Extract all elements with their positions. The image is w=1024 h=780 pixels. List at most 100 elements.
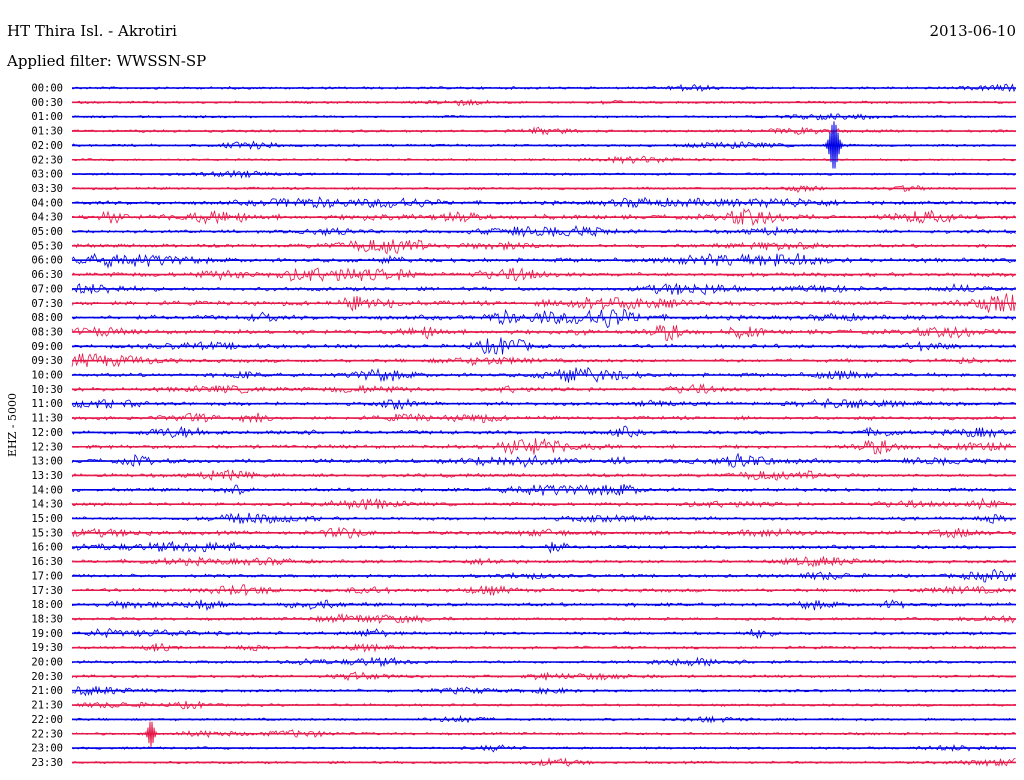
trace-waveform <box>71 412 1016 424</box>
row-label: 15:30 <box>31 527 63 539</box>
row-label: 01:30 <box>31 126 63 138</box>
row-label: 19:00 <box>31 628 63 640</box>
row-label: 15:00 <box>31 513 63 525</box>
trace-waveform <box>71 196 1016 209</box>
row-label: 22:30 <box>31 728 63 740</box>
row-label: 05:30 <box>31 240 63 252</box>
trace-waveform <box>71 599 1016 612</box>
trace-waveform <box>71 308 1016 329</box>
row-label: 12:30 <box>31 441 63 453</box>
trace-waveform <box>71 584 1016 597</box>
row-label: 09:00 <box>31 341 63 353</box>
trace-waveform <box>71 383 1016 394</box>
trace-waveform <box>71 337 1016 355</box>
trace-waveform <box>71 714 1016 724</box>
trace-waveform <box>71 397 1016 411</box>
trace-rows: 00:00 00:30 01:00 01:30 02:00 02:30 03:00 03:30… <box>31 83 1016 769</box>
trace-waveform <box>71 425 1016 439</box>
trace-waveform <box>71 526 1016 539</box>
trace-waveform <box>71 568 1016 583</box>
trace-waveform <box>71 469 1016 482</box>
row-label: 00:30 <box>31 97 63 109</box>
row-label: 04:00 <box>31 197 63 209</box>
row-label: 02:00 <box>31 140 63 152</box>
trace-waveform <box>71 252 1016 269</box>
row-label: 17:00 <box>31 570 63 582</box>
row-label: 23:30 <box>31 757 63 769</box>
trace-waveform <box>71 656 1016 668</box>
row-label: 20:30 <box>31 671 63 683</box>
trace-waveform <box>71 207 1016 227</box>
row-label: 23:00 <box>31 743 63 755</box>
trace-waveform <box>71 267 1016 282</box>
trace-waveform <box>71 126 1016 136</box>
row-label: 21:30 <box>31 700 63 712</box>
row-label: 05:00 <box>31 226 63 238</box>
row-label: 12:00 <box>31 427 63 439</box>
row-label: 18:30 <box>31 613 63 625</box>
trace-waveform <box>71 541 1016 554</box>
trace-waveform <box>71 512 1016 525</box>
row-label: 14:00 <box>31 484 63 496</box>
trace-waveform <box>71 224 1016 238</box>
row-label: 11:30 <box>31 413 63 425</box>
trace-waveform <box>71 83 1016 93</box>
row-label: 06:00 <box>31 255 63 267</box>
row-label: 03:30 <box>31 183 63 195</box>
event-spike <box>823 121 848 169</box>
trace-waveform <box>71 483 1016 496</box>
trace-waveform <box>71 757 1016 767</box>
row-label: 16:00 <box>31 542 63 554</box>
row-label: 04:30 <box>31 212 63 224</box>
row-label: 20:00 <box>31 657 63 669</box>
row-label: 03:00 <box>31 169 63 181</box>
row-label: 10:00 <box>31 370 63 382</box>
row-label: 10:30 <box>31 384 63 396</box>
trace-waveform <box>71 729 1016 738</box>
trace-waveform <box>71 112 1016 121</box>
trace-waveform <box>71 671 1016 682</box>
trace-waveform <box>71 438 1016 455</box>
trace-waveform <box>71 556 1016 568</box>
trace-waveform <box>71 497 1016 510</box>
row-label: 13:00 <box>31 456 63 468</box>
row-label: 21:00 <box>31 685 63 697</box>
trace-waveform <box>71 366 1016 383</box>
row-label: 11:00 <box>31 398 63 410</box>
trace-waveform <box>71 282 1016 296</box>
row-label: 02:30 <box>31 154 63 166</box>
trace-waveform <box>71 685 1016 697</box>
trace-waveform <box>71 324 1016 342</box>
trace-waveform <box>71 293 1016 313</box>
trace-waveform <box>71 140 1016 150</box>
row-label: 09:30 <box>31 355 63 367</box>
row-label: 19:30 <box>31 642 63 654</box>
date-label: 2013-06-10 <box>930 22 1016 40</box>
row-label: 06:30 <box>31 269 63 281</box>
row-label: 00:00 <box>31 83 63 95</box>
row-label: 08:30 <box>31 326 63 338</box>
trace-waveform <box>71 700 1016 710</box>
trace-waveform <box>71 744 1016 753</box>
trace-waveform <box>71 239 1016 255</box>
row-label: 07:30 <box>31 298 63 310</box>
trace-waveform <box>71 452 1016 469</box>
row-label: 16:30 <box>31 556 63 568</box>
trace-waveform <box>71 169 1016 179</box>
trace-waveform <box>71 627 1016 640</box>
station-title: HT Thira Isl. - Akrotiri <box>7 22 177 40</box>
filter-label: Applied filter: WWSSN-SP <box>6 52 206 70</box>
row-label: 07:00 <box>31 283 63 295</box>
trace-waveform <box>71 642 1016 653</box>
row-label: 14:30 <box>31 499 63 511</box>
trace-waveform <box>71 155 1016 165</box>
trace-waveform <box>71 353 1016 368</box>
row-label: 13:30 <box>31 470 63 482</box>
trace-waveform <box>71 612 1016 625</box>
row-label: 18:00 <box>31 599 63 611</box>
y-axis-label: EHZ - 5000 <box>6 393 19 457</box>
event-spike <box>143 721 161 747</box>
row-label: 08:00 <box>31 312 63 324</box>
trace-waveform <box>71 98 1016 107</box>
